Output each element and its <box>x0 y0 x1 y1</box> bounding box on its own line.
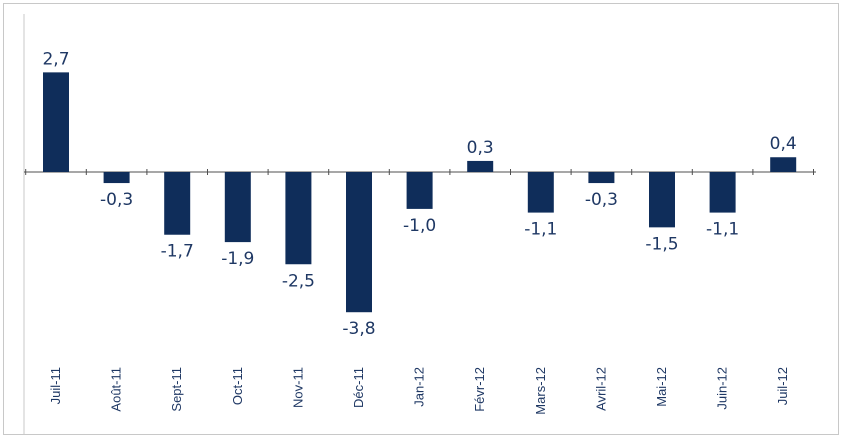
bar-chart: 2,7 Juil-11 -0,3 Août-11 -1,7 Sept-11 -1,9 Oct-… <box>4 4 838 434</box>
data-label: -1,9 <box>221 249 254 269</box>
bar <box>407 172 433 209</box>
x-tick-label: Juil-12 <box>775 367 790 405</box>
bar <box>285 172 311 264</box>
data-label: -0,3 <box>585 190 618 210</box>
x-tick-label: Mars-12 <box>533 367 548 415</box>
bar <box>467 161 493 172</box>
bar <box>164 172 190 235</box>
x-tick-label: Déc-11 <box>351 367 366 408</box>
bar <box>649 172 675 227</box>
data-label: 0,3 <box>467 138 494 158</box>
x-tick-label: Août-11 <box>109 367 124 412</box>
chart-container: 2,7 Juil-11 -0,3 Août-11 -1,7 Sept-11 -1,9 Oct-… <box>3 3 839 435</box>
bar <box>770 157 796 172</box>
bar <box>710 172 736 213</box>
x-tick-label: Mai-12 <box>654 367 669 407</box>
x-tick-label: Juin-12 <box>715 367 730 410</box>
bar <box>346 172 372 312</box>
x-tick-label: Févr-12 <box>472 367 487 412</box>
bar <box>43 72 69 172</box>
bar <box>588 172 614 183</box>
bar <box>225 172 251 242</box>
data-label: -1,1 <box>524 220 557 240</box>
x-tick-label: Sept-11 <box>169 367 184 412</box>
data-label: -3,8 <box>342 319 375 339</box>
data-label: 0,4 <box>770 134 797 154</box>
x-tick-label: Avril-12 <box>593 367 608 411</box>
bar <box>528 172 554 213</box>
x-tick-label: Oct-11 <box>230 367 245 405</box>
data-label: -1,1 <box>706 220 739 240</box>
data-label: -1,5 <box>645 234 678 254</box>
data-label: -2,5 <box>282 271 315 291</box>
x-tick-label: Jan-12 <box>412 367 427 407</box>
data-label: 2,7 <box>42 49 69 69</box>
data-label: -0,3 <box>100 190 133 210</box>
data-label: -1,7 <box>161 242 194 262</box>
x-tick-label: Juil-11 <box>48 367 63 404</box>
data-label: -1,0 <box>403 216 436 236</box>
x-tick-label: Nov-11 <box>290 367 305 408</box>
bar <box>104 172 130 183</box>
